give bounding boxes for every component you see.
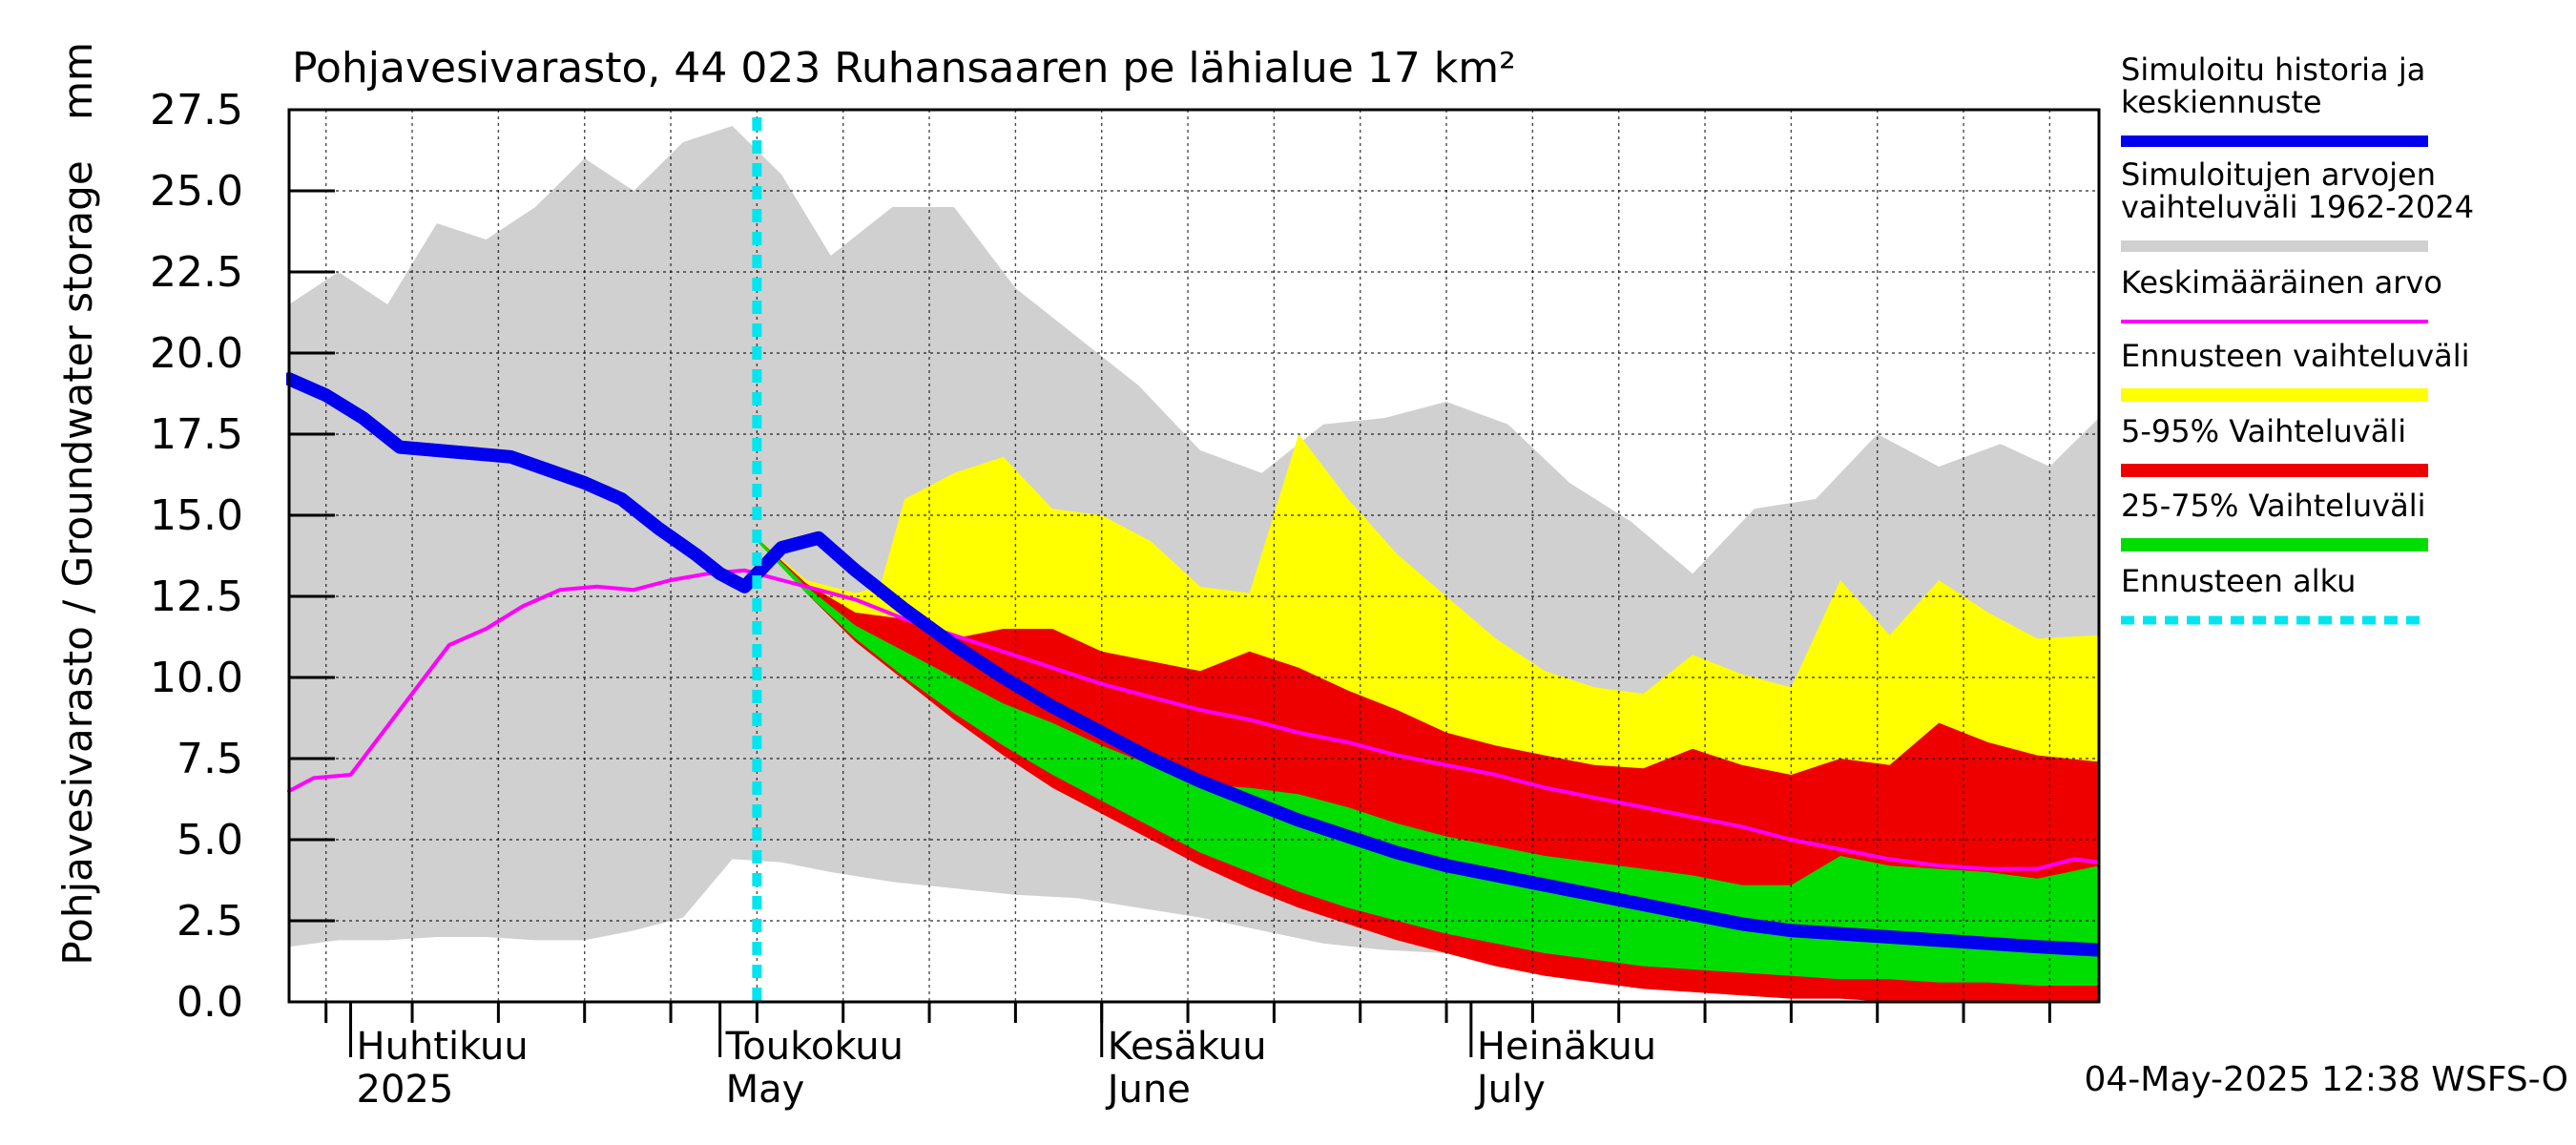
y-tick-label: 0.0	[177, 978, 243, 1027]
y-tick-label: 7.5	[177, 735, 243, 783]
legend-label: Keskimääräinen arvo	[2121, 264, 2442, 301]
x-month-label-en: June	[1105, 1068, 1191, 1112]
y-axis-label: Pohjavesivarasto / Groundwater storage	[54, 160, 101, 965]
y-tick-label: 22.5	[150, 248, 243, 297]
legend-label-line: 5-95% Vaihteluväli	[2121, 413, 2406, 449]
y-tick-label: 17.5	[150, 410, 243, 459]
y-axis-unit: mm	[54, 42, 101, 120]
legend-label: Simuloitujen arvojen vaihteluväli 1962-20…	[2121, 156, 2474, 225]
y-tick-label: 20.0	[150, 329, 243, 378]
y-tick-label: 5.0	[177, 816, 243, 864]
legend: Simuloitu historia ja keskiennusteSimuloi…	[2121, 52, 2474, 625]
footer-timestamp: 04-May-2025 12:38 WSFS-O	[2084, 1060, 2568, 1099]
legend-label: 25-75% Vaihteluväli	[2121, 488, 2425, 524]
x-month-label-fi: Huhtikuu	[357, 1025, 529, 1069]
x-month-label-en: July	[1474, 1068, 1546, 1112]
y-tick-label: 27.5	[150, 86, 243, 135]
band-layer	[289, 126, 2099, 1002]
line-keskim-r-inen-arvo	[287, 568, 2099, 871]
legend-label-line: Ennusteen vaihteluväli	[2121, 338, 2470, 374]
x-month-label-fi: Toukokuu	[725, 1025, 904, 1069]
y-tick-label: 10.0	[150, 654, 243, 702]
line-layer	[286, 372, 2099, 957]
legend-label: Ennusteen alku	[2121, 563, 2356, 599]
legend-label-line: 25-75% Vaihteluväli	[2121, 488, 2425, 524]
y-tick-label: 12.5	[150, 572, 243, 621]
axes-layer: 0.0 2.5 5.0 7.5 10.0 12.5 15.0 17.5 20.0 22.5 25.0…	[150, 86, 2101, 1112]
x-month-label-en: May	[726, 1068, 805, 1112]
line-simuloitu-historia-ja-keskiennuste	[286, 372, 2099, 957]
y-tick-label: 25.0	[150, 167, 243, 216]
legend-label-line: keskiennuste	[2121, 84, 2322, 120]
y-tick-label: 2.5	[177, 897, 243, 946]
legend-label-line: vaihteluväli 1962-2024	[2121, 189, 2474, 225]
legend-label: 5-95% Vaihteluväli	[2121, 413, 2406, 449]
y-tick-label: 15.0	[150, 491, 243, 540]
x-month-label-en: 2025	[357, 1068, 454, 1112]
x-month-label-fi: Kesäkuu	[1108, 1025, 1267, 1069]
x-month-label-fi: Heinäkuu	[1477, 1025, 1656, 1069]
legend-label-line: Keskimääräinen arvo	[2121, 264, 2442, 301]
legend-label: Ennusteen vaihteluväli	[2121, 338, 2470, 374]
plot-frame	[287, 108, 2101, 1004]
legend-label-line: Simuloitujen arvojen	[2121, 156, 2436, 193]
legend-label: Simuloitu historia ja keskiennuste	[2121, 52, 2425, 120]
legend-label-line: Simuloitu historia ja	[2121, 52, 2425, 88]
chart-title: Pohjavesivarasto, 44 023 Ruhansaaren pe …	[292, 44, 1516, 93]
legend-label-line: Ennusteen alku	[2121, 563, 2356, 599]
